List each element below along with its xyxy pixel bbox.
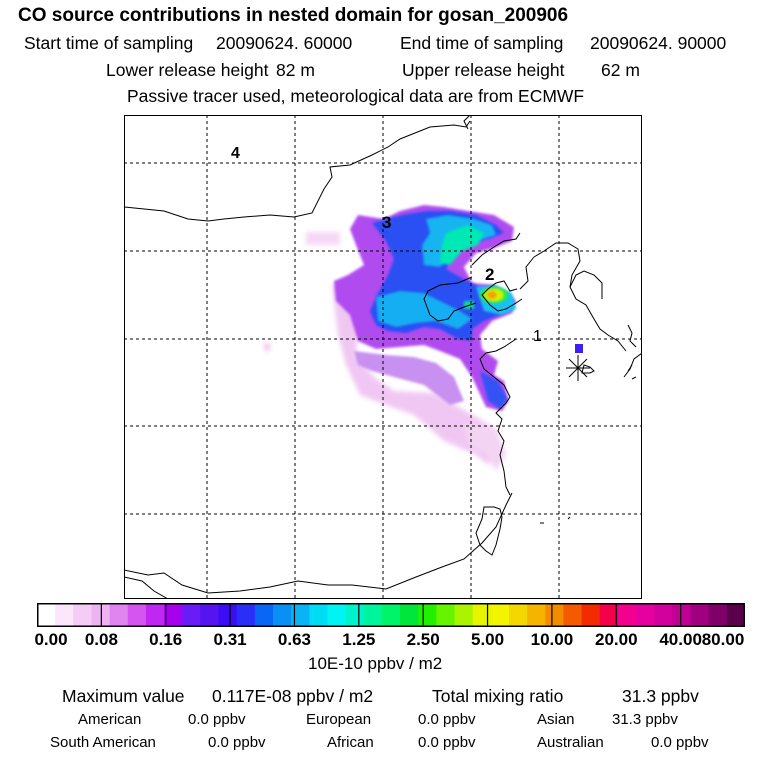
colorbar-swatch <box>527 603 546 627</box>
region-african-name: African <box>327 734 374 751</box>
colorbar-swatch <box>37 603 56 627</box>
colorbar-tick-label: 40.00 <box>659 630 702 649</box>
plume-hotspot <box>480 287 508 303</box>
colorbar-tick-label: 80.00 <box>701 630 745 649</box>
colorbar-swatch <box>636 603 655 627</box>
end-time-label: End time of sampling <box>400 33 564 53</box>
colorbar-tick-label: 0.08 <box>84 630 118 649</box>
colorbar-swatch <box>164 603 183 627</box>
colorbar-swatch <box>109 603 129 627</box>
region-label-3: 3 <box>382 213 391 232</box>
end-time-value: 20090624. 90000 <box>590 33 727 53</box>
colorbar-swatch <box>545 603 565 627</box>
colorbar-swatch <box>309 603 329 627</box>
colorbar-swatch <box>490 603 510 627</box>
colorbar-swatch <box>327 603 347 627</box>
colorbar-swatch <box>599 603 619 627</box>
region-european-name: European <box>306 711 372 728</box>
colorbar-swatch <box>291 603 310 627</box>
region-asian-name: Asian <box>537 711 575 728</box>
map-frame <box>124 115 642 599</box>
colorbar-tick-label: 10.00 <box>530 630 574 649</box>
region-label-1: 1 <box>533 328 542 345</box>
page-title: CO source contributions in nested domain… <box>18 5 569 26</box>
region-african-value: 0.0 ppbv <box>418 734 476 751</box>
region-australian-name: Australian <box>537 734 604 751</box>
region-australian-value: 0.0 ppbv <box>651 734 709 751</box>
colorbar-swatch <box>73 603 93 627</box>
colorbar-tick-label: 1.25 <box>342 630 376 649</box>
total-mixing-label: Total mixing ratio <box>432 686 564 706</box>
upper-height-label: Upper release height <box>402 60 565 80</box>
region-american-value: 0.0 ppbv <box>188 711 246 728</box>
colorbar-swatch <box>381 603 401 627</box>
colorbar-tick-label: 0.00 <box>34 630 68 649</box>
colorbar-swatch <box>236 603 256 627</box>
colorbar-frame <box>37 603 745 627</box>
colorbar-tick-label: 0.16 <box>149 630 183 649</box>
colorbar-swatch <box>690 603 710 627</box>
colorbar-swatch <box>418 603 437 627</box>
region-south-american-name: South American <box>50 734 156 751</box>
colorbar-swatch <box>581 603 601 627</box>
colorbar-swatch <box>218 603 238 627</box>
colorbar-swatch <box>273 603 292 627</box>
colorbar-tick-label: 2.50 <box>406 630 440 649</box>
colorbar <box>37 603 745 627</box>
colorbar-swatch <box>55 603 74 627</box>
region-american-name: American <box>78 711 142 728</box>
coastlines <box>124 115 642 599</box>
total-mixing-value: 31.3 ppbv <box>622 686 699 706</box>
colorbar-tick-label: 0.31 <box>213 630 247 649</box>
region-european-value: 0.0 ppbv <box>418 711 476 728</box>
colorbar-swatch <box>563 603 583 627</box>
colorbar-swatch <box>363 603 383 627</box>
colorbar-swatch <box>617 603 637 627</box>
colorbar-swatch <box>400 603 419 627</box>
colorbar-swatch <box>708 603 728 627</box>
start-time-value: 20090624. 60000 <box>216 33 353 53</box>
colorbar-swatch <box>254 603 274 627</box>
lat-lon-grid <box>124 115 642 599</box>
colorbar-swatch <box>654 603 673 627</box>
colorbar-swatch <box>200 603 220 627</box>
max-value-label: Maximum value <box>62 686 185 706</box>
colorbar-swatch <box>726 603 745 627</box>
source-contribution-map: 1 2 3 4 <box>124 115 642 599</box>
colorbar-unit: 10E-10 ppbv / m2 <box>308 654 443 673</box>
max-value: 0.117E-08 ppbv / m2 <box>212 686 374 706</box>
receptor-site <box>575 344 583 353</box>
colorbar-tick-label: 5.00 <box>470 630 505 649</box>
plume-faint <box>264 232 506 471</box>
lower-height-label: Lower release height <box>106 60 269 80</box>
colorbar-swatch <box>436 603 456 627</box>
colorbar-swatch <box>509 603 528 627</box>
upper-height-value: 62 m <box>601 60 640 80</box>
colorbar-swatch <box>127 603 147 627</box>
colorbar-swatch <box>454 603 474 627</box>
colorbar-swatch <box>472 603 492 627</box>
colorbar-swatch <box>182 603 201 627</box>
region-label-4: 4 <box>231 145 240 162</box>
region-asian-value: 31.3 ppbv <box>612 711 678 728</box>
colorbar-tick-label: 20.00 <box>594 630 638 649</box>
region-south-american-value: 0.0 ppbv <box>208 734 266 751</box>
colorbar-swatch <box>672 603 692 627</box>
tracer-note: Passive tracer used, meteorological data… <box>127 86 585 106</box>
receptor-star-icon <box>566 355 590 381</box>
lower-height-value: 82 m <box>276 60 315 80</box>
colorbar-tick-label: 0.63 <box>277 630 311 649</box>
colorbar-swatch <box>145 603 165 627</box>
start-time-label: Start time of sampling <box>24 33 194 53</box>
region-label-2: 2 <box>485 265 494 284</box>
colorbar-swatch <box>345 603 365 627</box>
